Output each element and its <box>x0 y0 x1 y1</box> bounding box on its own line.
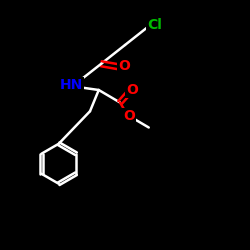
Text: O: O <box>123 109 135 123</box>
Text: Cl: Cl <box>148 18 162 32</box>
Text: HN: HN <box>60 78 83 92</box>
Text: O: O <box>118 59 130 73</box>
Text: O: O <box>126 83 138 97</box>
